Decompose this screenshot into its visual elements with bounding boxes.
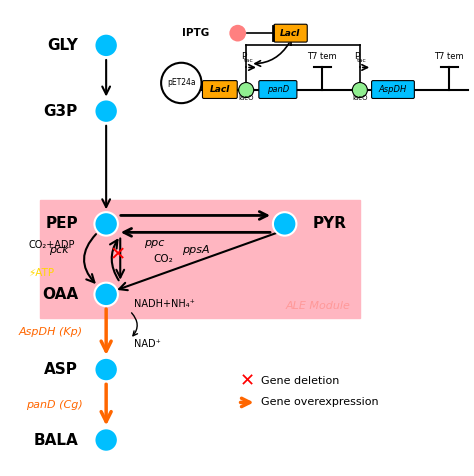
Text: T7 tem: T7 tem xyxy=(434,52,464,60)
Text: NADH+NH₄⁺: NADH+NH₄⁺ xyxy=(134,299,195,309)
Text: ✕: ✕ xyxy=(239,372,255,390)
Circle shape xyxy=(161,63,201,103)
Text: NAD⁺: NAD⁺ xyxy=(134,339,161,349)
Text: PEP: PEP xyxy=(46,217,78,231)
Text: ppc: ppc xyxy=(144,238,164,248)
Circle shape xyxy=(238,82,254,98)
Text: ✕: ✕ xyxy=(109,245,126,264)
Text: IPTG: IPTG xyxy=(182,28,210,38)
Text: G3P: G3P xyxy=(44,104,78,119)
Text: pET24a: pET24a xyxy=(167,79,196,88)
Circle shape xyxy=(228,24,247,42)
FancyBboxPatch shape xyxy=(274,24,307,42)
Text: BALA: BALA xyxy=(33,433,78,447)
Text: panD: panD xyxy=(267,85,289,94)
Text: CO₂+ADP: CO₂+ADP xyxy=(28,240,75,250)
FancyBboxPatch shape xyxy=(40,200,360,318)
Text: lacO: lacO xyxy=(352,96,368,101)
Circle shape xyxy=(94,99,118,123)
Text: tac: tac xyxy=(244,58,254,63)
Circle shape xyxy=(94,283,118,306)
Circle shape xyxy=(94,34,118,57)
Text: AspDH: AspDH xyxy=(379,85,407,94)
Text: AspDH (Kp): AspDH (Kp) xyxy=(18,327,82,337)
Text: Gene deletion: Gene deletion xyxy=(261,377,339,387)
Circle shape xyxy=(94,358,118,381)
Text: ALE Module: ALE Module xyxy=(285,301,350,311)
Text: P: P xyxy=(354,52,359,60)
Circle shape xyxy=(94,428,118,452)
Text: ppsA: ppsA xyxy=(182,245,209,255)
Text: ASP: ASP xyxy=(44,362,78,377)
Text: CO₂: CO₂ xyxy=(153,254,173,264)
Text: ⚡ATP: ⚡ATP xyxy=(28,268,55,278)
Text: tac: tac xyxy=(357,58,367,63)
Text: P: P xyxy=(241,52,246,60)
Text: lacO: lacO xyxy=(238,96,254,101)
FancyBboxPatch shape xyxy=(259,80,297,99)
Text: panD (Cg): panD (Cg) xyxy=(26,400,82,410)
FancyBboxPatch shape xyxy=(202,80,237,99)
Text: LacI: LacI xyxy=(210,85,230,94)
Text: LacI: LacI xyxy=(280,29,301,38)
Text: OAA: OAA xyxy=(42,287,78,302)
FancyBboxPatch shape xyxy=(372,80,414,99)
Text: PYR: PYR xyxy=(313,217,347,231)
Text: pck: pck xyxy=(49,245,69,255)
Text: Gene overexpression: Gene overexpression xyxy=(261,397,379,407)
Circle shape xyxy=(94,212,118,236)
Circle shape xyxy=(352,82,367,98)
Circle shape xyxy=(273,212,296,236)
Text: GLY: GLY xyxy=(47,38,78,53)
Text: T7 tem: T7 tem xyxy=(308,52,337,60)
